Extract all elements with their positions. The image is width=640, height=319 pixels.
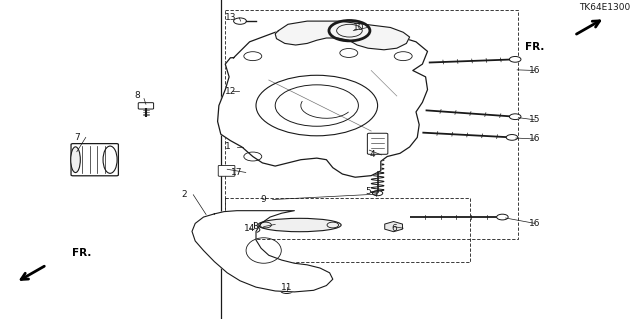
Text: 4: 4 [370,151,375,160]
Text: 16: 16 [529,219,541,228]
Text: 8: 8 [135,92,140,100]
Polygon shape [385,221,403,232]
Circle shape [506,135,518,140]
Text: FR.: FR. [72,249,92,258]
Circle shape [509,114,521,120]
Text: 13: 13 [225,13,236,22]
Text: 11: 11 [281,283,292,292]
Ellipse shape [70,147,81,173]
Polygon shape [218,29,428,177]
FancyBboxPatch shape [218,166,235,176]
Text: 14: 14 [244,224,255,233]
Text: 9: 9 [261,195,266,204]
Text: 1: 1 [225,143,230,152]
FancyBboxPatch shape [138,103,154,109]
Text: 2: 2 [182,190,187,199]
Text: 16: 16 [529,66,541,75]
Circle shape [497,214,508,220]
Text: TK64E1300: TK64E1300 [579,3,630,11]
Ellipse shape [258,218,341,232]
Text: 6: 6 [392,224,397,233]
Text: 17: 17 [231,168,243,177]
Polygon shape [192,211,333,292]
Text: FR.: FR. [525,42,544,52]
Text: 5: 5 [365,187,371,196]
Text: 15: 15 [529,115,541,124]
Circle shape [509,56,521,62]
Text: 3: 3 [252,222,257,231]
FancyBboxPatch shape [367,133,388,154]
Text: 10: 10 [353,23,364,32]
Bar [225,10,518,239]
Polygon shape [275,21,410,50]
Ellipse shape [103,146,117,173]
Bar [225,198,470,262]
Text: 12: 12 [225,87,236,96]
Text: 16: 16 [529,135,541,144]
Text: 7: 7 [74,133,79,142]
FancyBboxPatch shape [71,144,118,176]
